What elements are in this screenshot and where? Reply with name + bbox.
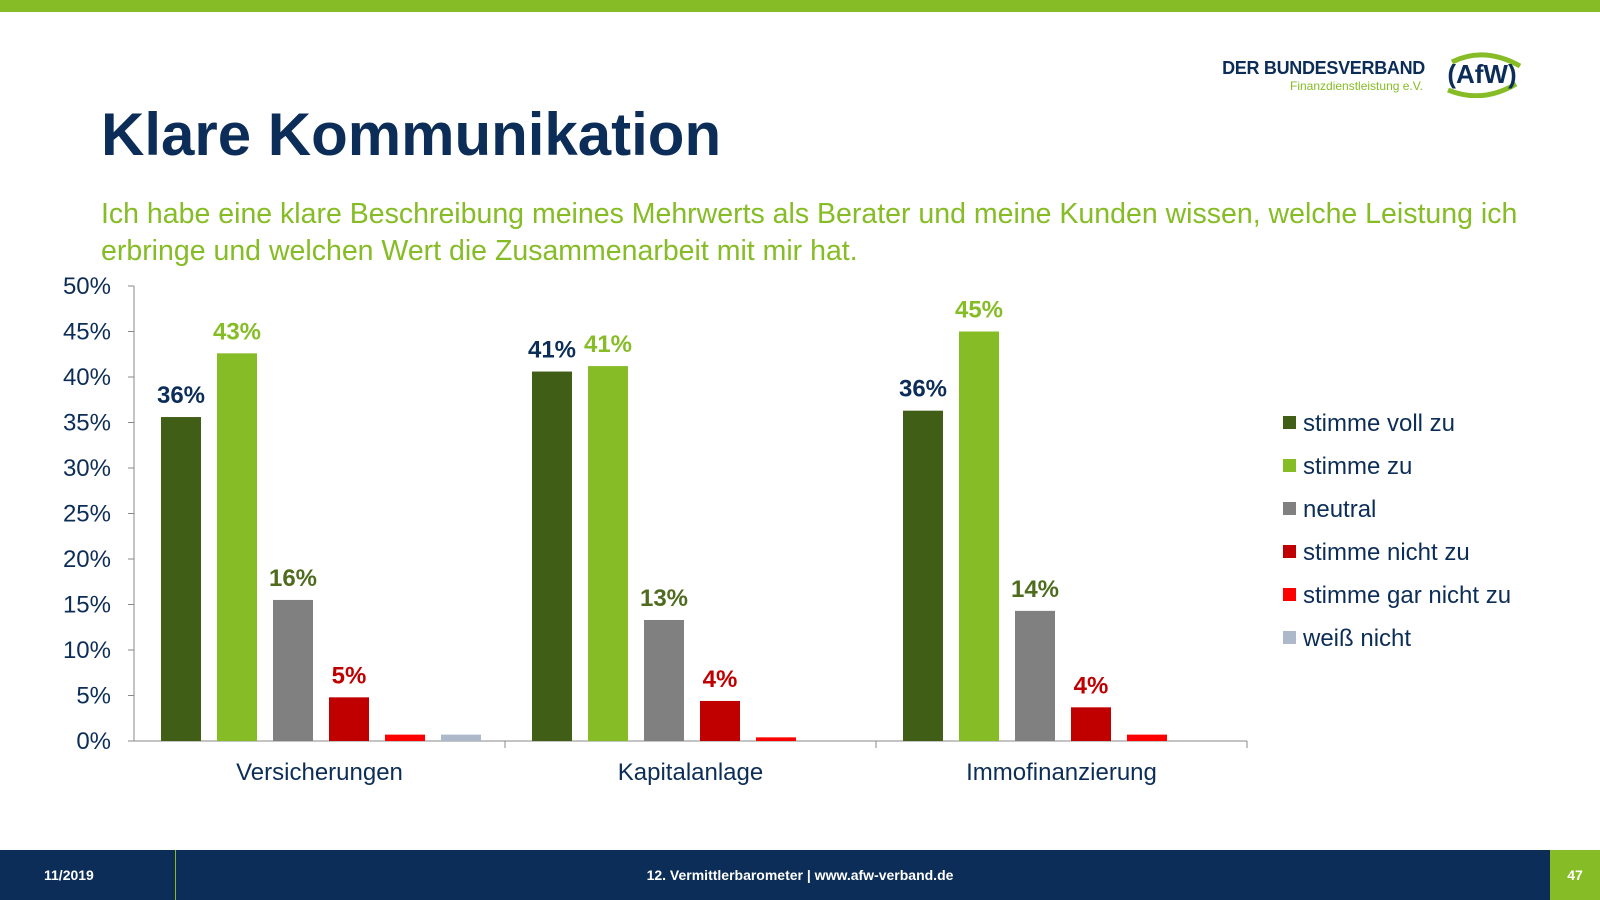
y-tick-label: 40% [63,364,111,391]
footer-date: 11/2019 [44,867,94,883]
bar [644,619,684,741]
bar [532,371,572,741]
x-tick-label: Immofinanzierung [966,759,1157,786]
legend-swatch [1283,502,1296,515]
data-label: 5% [332,662,367,689]
x-tick-label: Kapitalanlage [618,759,763,786]
data-label: 14% [1011,576,1059,603]
bar-chart: 0% 5% 10% 15% 20% 25% 30% 35% 40% 45% 50% Versicher… [63,273,1511,786]
y-tick-label: 35% [63,410,111,437]
data-label: 41% [584,331,632,358]
y-tick-label: 25% [63,501,111,528]
page-title: Klare Kommunikation [101,101,722,168]
afw-logo: DER BUNDESVERBAND Finanzdienstleistung e… [1222,52,1530,102]
data-label: 43% [213,318,261,345]
bar [1127,734,1167,741]
legend-label: stimme nicht zu [1303,539,1470,566]
footer-center-text: 12. Vermittlerbarometer | www.afw-verban… [646,867,954,883]
bar [385,734,425,741]
data-label: 45% [955,297,1003,324]
logo-line2: Finanzdienstleistung e.V. [1290,79,1423,93]
y-tick-label: 50% [63,273,111,300]
legend-label: neutral [1303,496,1376,523]
legend-swatch [1283,416,1296,429]
footer-divider [175,850,176,900]
legend-swatch [1283,631,1296,644]
svg-text:(AfW): (AfW) [1447,59,1516,89]
y-tick-label: 15% [63,592,111,619]
bar [441,734,481,741]
bar [1071,707,1111,741]
legend-swatch [1283,545,1296,558]
data-label: 4% [1074,672,1109,699]
y-tick-label: 0% [76,728,111,755]
data-label: 41% [528,337,576,364]
y-tick-label: 10% [63,637,111,664]
y-tick-label: 20% [63,546,111,573]
data-label: 36% [157,382,205,409]
bar [161,417,201,741]
legend-label: stimme zu [1303,453,1412,480]
y-tick-label: 30% [63,455,111,482]
bar [1015,610,1055,741]
afw-logo-mark: (AfW) [1447,52,1522,98]
bar [959,331,999,741]
x-tick-label: Versicherungen [236,759,403,786]
footer: 11/2019 12. Vermittlerbarometer | www.af… [0,850,1600,900]
bar [217,353,257,741]
bar [329,697,369,741]
y-tick-label: 5% [76,683,111,710]
bar [756,737,796,741]
bar [588,366,628,741]
y-tick-label: 45% [63,319,111,346]
bar [273,599,313,741]
bar [903,410,943,741]
survey-question: Ich habe eine klare Beschreibung meines … [101,198,1518,267]
page-number: 47 [1550,850,1600,900]
data-label: 36% [899,376,947,403]
bar [700,700,740,741]
legend-label: stimme gar nicht zu [1303,582,1511,609]
data-label: 16% [269,565,317,592]
legend-label: stimme voll zu [1303,410,1455,437]
top-accent-bar [0,0,1600,12]
legend-swatch [1283,459,1296,472]
logo-line1: DER BUNDESVERBAND [1222,58,1425,78]
data-label: 4% [703,666,738,693]
legend-label: weiß nicht [1302,625,1411,652]
legend-swatch [1283,588,1296,601]
data-label: 13% [640,585,688,612]
